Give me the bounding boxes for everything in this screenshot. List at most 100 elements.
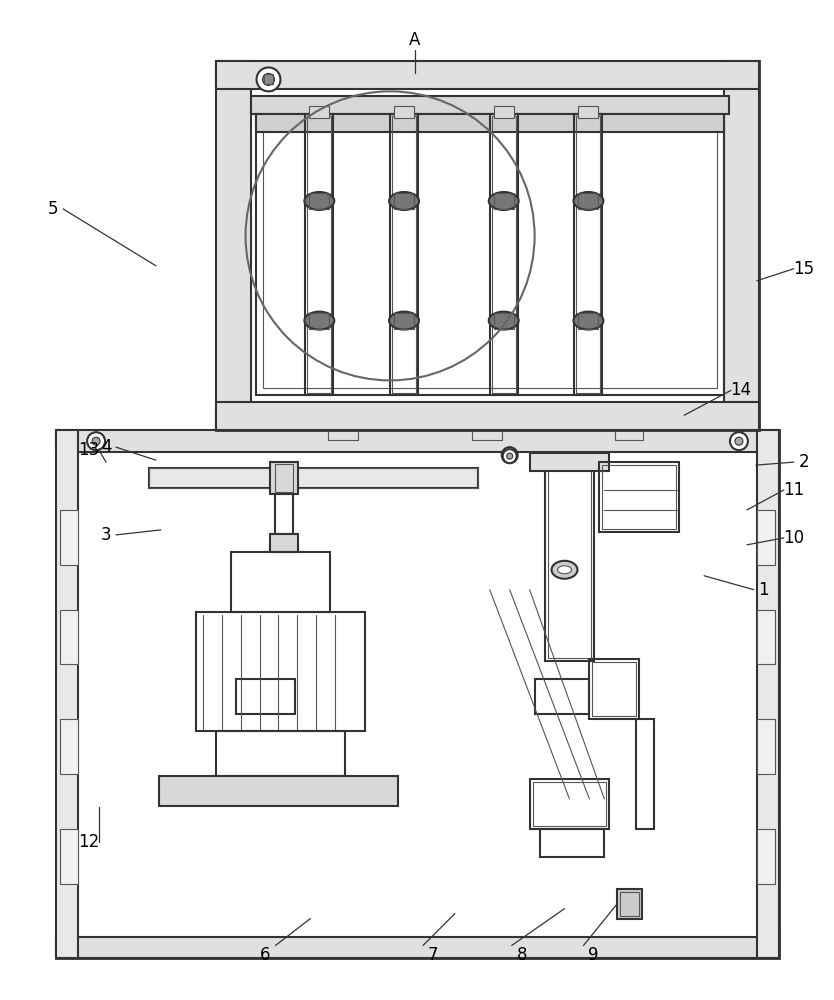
Bar [390, 114, 418, 395]
Bar [579, 313, 598, 329]
Bar [492, 116, 515, 393]
Ellipse shape [304, 192, 334, 210]
Bar [548, 465, 591, 658]
Bar [196, 612, 365, 731]
Bar [575, 114, 602, 395]
Bar [264, 74, 274, 84]
Bar [533, 782, 606, 826]
Text: 11: 11 [783, 481, 804, 499]
Ellipse shape [389, 312, 419, 330]
Circle shape [502, 447, 518, 463]
Ellipse shape [389, 192, 419, 210]
Bar [757, 719, 775, 774]
Bar [530, 453, 610, 471]
Ellipse shape [574, 192, 603, 210]
Bar [236, 679, 295, 714]
Bar [329, 420, 358, 440]
Bar [216, 61, 759, 89]
Text: 7: 7 [428, 946, 438, 964]
Text: 5: 5 [48, 200, 58, 218]
Ellipse shape [551, 561, 577, 579]
Bar [757, 510, 775, 565]
Bar [620, 892, 639, 916]
Bar [545, 462, 595, 661]
Bar [270, 462, 299, 494]
Text: 13: 13 [78, 441, 100, 459]
Bar [308, 116, 331, 393]
Ellipse shape [304, 312, 334, 330]
Circle shape [503, 449, 517, 463]
Ellipse shape [489, 192, 519, 210]
Bar [275, 494, 294, 534]
Bar [530, 779, 610, 829]
Bar [757, 829, 775, 884]
Text: 4: 4 [101, 438, 111, 456]
Bar [576, 116, 600, 393]
Circle shape [730, 432, 748, 450]
Bar [270, 534, 299, 552]
Text: 8: 8 [516, 946, 527, 964]
Circle shape [92, 437, 100, 445]
Bar [590, 659, 639, 719]
Bar [540, 829, 605, 857]
Bar [309, 106, 329, 118]
Bar [56, 430, 78, 958]
Bar [216, 61, 759, 430]
Bar [579, 193, 598, 209]
Bar [494, 313, 514, 329]
Bar [60, 610, 78, 664]
Bar [255, 114, 724, 132]
Bar [617, 889, 642, 919]
Circle shape [87, 432, 105, 450]
Bar [158, 776, 398, 806]
Text: 14: 14 [731, 381, 751, 399]
Text: 2: 2 [798, 453, 809, 471]
Bar [724, 61, 759, 430]
Bar [490, 114, 518, 395]
Ellipse shape [574, 312, 603, 330]
Bar [592, 662, 636, 716]
Ellipse shape [489, 312, 519, 330]
Bar [216, 731, 345, 776]
Bar [56, 937, 779, 958]
Bar [535, 679, 590, 714]
Bar [309, 313, 329, 329]
Circle shape [507, 452, 513, 458]
Bar [216, 402, 759, 430]
Text: 1: 1 [759, 581, 769, 599]
Bar [615, 420, 643, 440]
Bar [305, 114, 334, 395]
Bar [226, 71, 749, 425]
Bar [250, 96, 729, 114]
Circle shape [257, 67, 280, 91]
Bar [263, 123, 717, 388]
Bar [216, 61, 250, 430]
Text: A: A [409, 31, 420, 49]
Bar [392, 116, 416, 393]
Bar [602, 465, 676, 529]
Bar [60, 510, 78, 565]
Ellipse shape [558, 566, 571, 574]
Text: 10: 10 [783, 529, 804, 547]
Text: 12: 12 [78, 833, 100, 851]
Bar [56, 430, 779, 958]
Bar [60, 719, 78, 774]
Bar [394, 193, 414, 209]
Circle shape [507, 453, 513, 459]
Bar [494, 193, 514, 209]
Bar [579, 106, 598, 118]
Bar [56, 430, 779, 452]
Text: 9: 9 [588, 946, 599, 964]
Bar [69, 442, 766, 947]
Bar [394, 313, 414, 329]
Circle shape [263, 73, 274, 85]
Text: 3: 3 [101, 526, 112, 544]
Bar [149, 468, 478, 488]
Bar [149, 468, 478, 488]
Text: 6: 6 [260, 946, 271, 964]
Bar [757, 610, 775, 664]
Bar [231, 552, 330, 612]
Bar [757, 430, 779, 958]
Bar [255, 116, 724, 395]
Bar [309, 193, 329, 209]
